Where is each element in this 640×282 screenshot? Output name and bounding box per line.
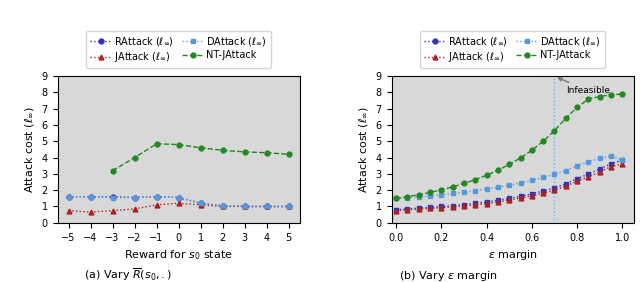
Text: Infeasible: Infeasible <box>558 78 610 95</box>
Text: (b) Vary $\epsilon$ margin: (b) Vary $\epsilon$ margin <box>399 269 497 282</box>
X-axis label: Reward for $s_0$ state: Reward for $s_0$ state <box>124 248 233 262</box>
Y-axis label: Attack cost ($\ell_\infty$): Attack cost ($\ell_\infty$) <box>357 106 370 193</box>
X-axis label: $\epsilon$ margin: $\epsilon$ margin <box>488 248 538 262</box>
Legend: RAttack ($\ell_\infty$), JAttack ($\ell_\infty$), DAttack ($\ell_\infty$), NT-JA: RAttack ($\ell_\infty$), JAttack ($\ell_… <box>86 31 271 68</box>
Y-axis label: Attack cost ($\ell_\infty$): Attack cost ($\ell_\infty$) <box>23 106 36 193</box>
Text: (a) Vary $\overline{R}(s_0,.)$: (a) Vary $\overline{R}(s_0,.)$ <box>84 266 172 282</box>
Legend: RAttack ($\ell_\infty$), JAttack ($\ell_\infty$), DAttack ($\ell_\infty$), NT-JA: RAttack ($\ell_\infty$), JAttack ($\ell_… <box>420 31 605 68</box>
